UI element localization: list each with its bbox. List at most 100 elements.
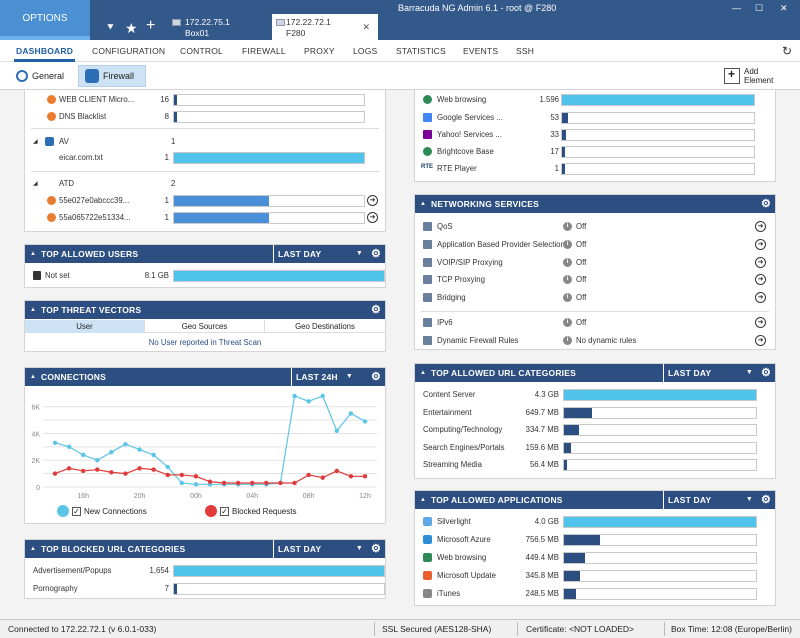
tab-user[interactable]: User xyxy=(25,320,145,333)
nav-proxy[interactable]: PROXY xyxy=(304,46,335,56)
bar-fill xyxy=(564,425,579,435)
period-dropdown[interactable]: LAST DAY ▼ xyxy=(663,491,759,509)
nav-control[interactable]: CONTROL xyxy=(180,46,223,56)
gear-icon[interactable]: ⚙ xyxy=(370,371,381,383)
legend-new-connections[interactable]: ✓ New Connections xyxy=(57,504,147,518)
nav-configuration[interactable]: CONFIGURATION xyxy=(92,46,166,56)
collapse-icon[interactable]: ▲ xyxy=(30,374,37,380)
close-window-button[interactable]: ✕ xyxy=(780,3,788,13)
star-icon[interactable]: ★ xyxy=(125,20,138,36)
collapse-icon[interactable]: ▲ xyxy=(420,370,427,376)
top-allowed-applications-panel: ▲ TOP ALLOWED APPLICATIONS LAST DAY ▼ ⚙ S… xyxy=(414,490,776,606)
collapse-icon[interactable]: ▲ xyxy=(30,251,37,257)
bar-fill xyxy=(174,213,269,223)
threat-tabs: User Geo Sources Geo Destinations xyxy=(25,320,385,333)
collapse-icon[interactable]: ▲ xyxy=(30,307,37,313)
details-arrow-icon[interactable]: ➜ xyxy=(755,239,766,250)
google-icon xyxy=(423,113,432,122)
main-navigation: DASHBOARD CONFIGURATION CONTROL FIREWALL… xyxy=(0,40,800,62)
bar-fill xyxy=(564,407,593,418)
x-tick-label: 00h xyxy=(190,493,202,500)
collapse-arrow-icon[interactable]: ◢ xyxy=(33,139,38,145)
gear-icon[interactable]: ⚙ xyxy=(370,304,381,316)
service-row: TCP Proxying i Off ➜ xyxy=(415,273,775,287)
collapse-icon[interactable]: ▲ xyxy=(30,546,37,552)
bar-fill xyxy=(562,164,565,174)
checkbox-checked-icon[interactable]: ✓ xyxy=(72,506,81,516)
atd-group-header[interactable]: ◢ ATD 2 xyxy=(25,177,385,191)
details-arrow-icon[interactable]: ➜ xyxy=(755,274,766,285)
dropdown-arrow-icon[interactable]: ⯆ xyxy=(106,22,115,34)
item-label: Silverlight xyxy=(437,517,471,526)
period-label: LAST 24H xyxy=(296,372,338,382)
certificate-status: Certificate: <NOT LOADED> xyxy=(526,624,635,634)
gear-icon[interactable]: ⚙ xyxy=(370,248,381,260)
status-off-icon: i xyxy=(563,258,572,267)
details-arrow-icon[interactable]: ➜ xyxy=(755,292,766,303)
subtab-general[interactable]: General xyxy=(10,65,72,87)
gauge-icon xyxy=(16,70,28,82)
period-dropdown[interactable]: LAST 24H ▼ xyxy=(291,368,359,386)
gear-icon[interactable]: ⚙ xyxy=(760,367,771,379)
details-arrow-icon[interactable]: ➜ xyxy=(367,195,378,206)
box-tab-box01[interactable]: 172.22.75.1 Box01 xyxy=(172,17,262,40)
item-value: 4.3 GB xyxy=(534,390,559,399)
nav-logs[interactable]: LOGS xyxy=(353,46,378,56)
nav-dashboard[interactable]: DASHBOARD xyxy=(16,46,74,56)
close-tab-icon[interactable]: ✕ xyxy=(362,22,370,32)
value-bar xyxy=(561,112,755,124)
connections-chart: 0 2K 4K 6K 16h 20h 00h 04h 08h 12h xyxy=(31,393,377,500)
box-tab-f280[interactable]: 172.22.72.1 F280 ✕ xyxy=(272,14,378,40)
group-label: ATD xyxy=(59,179,75,188)
plus-icon[interactable]: + xyxy=(146,17,156,34)
list-item: eicar.com.txt 1 xyxy=(25,151,385,165)
refresh-icon[interactable]: ↻ xyxy=(782,44,793,58)
details-arrow-icon[interactable]: ➜ xyxy=(755,257,766,268)
data-point xyxy=(334,468,340,474)
item-value: 1 xyxy=(164,196,169,205)
minimize-button[interactable]: — xyxy=(732,3,741,13)
nav-statistics[interactable]: STATISTICS xyxy=(396,46,446,56)
list-item: RTE RTE Player 1 xyxy=(415,162,775,176)
maximize-button[interactable]: ☐ xyxy=(755,3,764,13)
value-bar xyxy=(173,583,385,595)
value-bar xyxy=(173,212,365,224)
options-button[interactable]: OPTIONS xyxy=(0,0,90,40)
legend-blocked-requests[interactable]: ✓ Blocked Requests xyxy=(205,504,296,518)
tab-geo-destinations[interactable]: Geo Destinations xyxy=(295,322,355,331)
period-dropdown[interactable]: LAST DAY ▼ xyxy=(273,540,369,558)
period-dropdown[interactable]: LAST DAY ▼ xyxy=(273,245,369,263)
details-arrow-icon[interactable]: ➜ xyxy=(367,212,378,223)
bar-fill xyxy=(174,153,364,163)
period-label: LAST DAY xyxy=(668,368,712,378)
value-bar xyxy=(561,94,755,106)
item-value: 33 xyxy=(550,130,559,139)
gear-icon[interactable]: ⚙ xyxy=(760,494,771,506)
item-label: Web browsing xyxy=(437,553,487,562)
divider xyxy=(421,311,769,312)
collapse-icon[interactable]: ▲ xyxy=(420,201,427,207)
data-point xyxy=(306,399,311,404)
nav-firewall[interactable]: FIREWALL xyxy=(242,46,286,56)
nav-ssh[interactable]: SSH xyxy=(516,46,535,56)
service-label: QoS xyxy=(437,222,453,231)
gear-icon[interactable]: ⚙ xyxy=(370,543,381,555)
details-arrow-icon[interactable]: ➜ xyxy=(755,221,766,232)
tab-geo-sources[interactable]: Geo Sources xyxy=(145,320,265,333)
add-element-button[interactable]: + Add Element xyxy=(724,65,794,87)
collapse-arrow-icon[interactable]: ◢ xyxy=(33,181,38,187)
details-arrow-icon[interactable]: ➜ xyxy=(755,317,766,328)
nav-events[interactable]: EVENTS xyxy=(463,46,499,56)
empty-message: No User reported in Threat Scan xyxy=(148,338,262,347)
details-arrow-icon[interactable]: ➜ xyxy=(755,335,766,346)
service-row: Application Based Provider Selection i O… xyxy=(415,238,775,252)
list-item: WEB CLIENT Micro... 16 xyxy=(25,93,385,107)
checkbox-checked-icon[interactable]: ✓ xyxy=(220,506,229,516)
gear-icon[interactable]: ⚙ xyxy=(760,198,771,210)
av-group-header[interactable]: ◢ AV 1 xyxy=(25,135,385,149)
collapse-icon[interactable]: ▲ xyxy=(420,497,427,503)
subtab-firewall[interactable]: Firewall xyxy=(78,65,146,87)
item-label: Microsoft Azure xyxy=(437,535,491,544)
list-item: Brightcove Base 17 xyxy=(415,145,775,159)
period-dropdown[interactable]: LAST DAY ▼ xyxy=(663,364,759,382)
